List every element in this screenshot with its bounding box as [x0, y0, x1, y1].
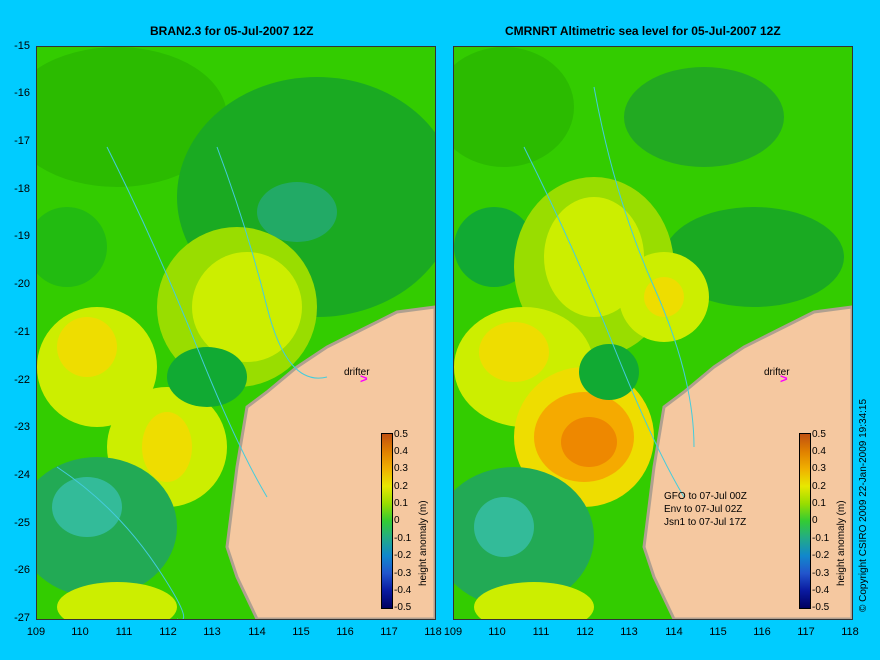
y-tick: -16 — [14, 87, 30, 99]
colorbar-tick: -0.4 — [394, 585, 412, 596]
x-tick: 117 — [380, 626, 398, 638]
y-tick: -26 — [14, 564, 30, 576]
x-tick: 118 — [424, 626, 442, 638]
x-tick: 110 — [71, 626, 89, 638]
x-tick: 115 — [292, 626, 310, 638]
y-tick: -24 — [14, 469, 30, 481]
colorbar-tick: 0.3 — [394, 463, 408, 474]
y-tick: -22 — [14, 374, 30, 386]
x-tick: 117 — [797, 626, 815, 638]
colorbar-tick: -0.4 — [812, 585, 830, 596]
x-tick: 118 — [841, 626, 859, 638]
colorbar-tick: 0.2 — [812, 481, 826, 492]
right-map-title: CMRNRT Altimetric sea level for 05-Jul-2… — [505, 24, 781, 38]
x-tick: 112 — [576, 626, 594, 638]
right-colorbar — [799, 433, 811, 609]
x-tick: 116 — [753, 626, 771, 638]
y-tick: -18 — [14, 183, 30, 195]
colorbar-tick: 0.5 — [812, 429, 826, 440]
colorbar-tick: -0.5 — [812, 602, 830, 613]
y-tick: -20 — [14, 278, 30, 290]
colorbar-tick: -0.2 — [394, 550, 412, 561]
x-tick: 116 — [336, 626, 354, 638]
y-tick: -23 — [14, 421, 30, 433]
x-tick: 114 — [248, 626, 266, 638]
right-drifter-arrow-icon: > — [780, 371, 788, 386]
y-tick: -25 — [14, 517, 30, 529]
colorbar-tick: 0 — [394, 515, 400, 526]
x-tick: 113 — [620, 626, 638, 638]
y-tick: -19 — [14, 230, 30, 242]
colorbar-tick: -0.1 — [394, 533, 412, 544]
left-map-panel — [36, 46, 436, 620]
satellite-note: GFO to 07-Jul 00Z — [664, 491, 747, 502]
left-colorbar — [381, 433, 393, 609]
left-sea-level-field — [37, 47, 435, 619]
x-tick: 113 — [203, 626, 221, 638]
y-tick: -15 — [14, 40, 30, 52]
left-drifter-arrow-icon: > — [360, 371, 368, 386]
x-tick: 110 — [488, 626, 506, 638]
colorbar-tick: -0.5 — [394, 602, 412, 613]
x-tick: 114 — [665, 626, 683, 638]
x-tick: 111 — [115, 626, 133, 638]
colorbar-tick: 0.4 — [812, 446, 826, 457]
colorbar-tick: 0.3 — [812, 463, 826, 474]
x-tick: 109 — [26, 626, 46, 638]
y-tick: -21 — [14, 326, 30, 338]
right-sea-level-field — [454, 47, 852, 619]
colorbar-tick: 0 — [812, 515, 818, 526]
satellite-note: Env to 07-Jul 02Z — [664, 504, 743, 515]
x-tick: 112 — [159, 626, 177, 638]
colorbar-tick: -0.2 — [812, 550, 830, 561]
colorbar-tick: -0.1 — [812, 533, 830, 544]
colorbar-tick: -0.3 — [812, 568, 830, 579]
colorbar-tick: -0.3 — [394, 568, 412, 579]
right-drifter-label: drifter — [764, 367, 790, 378]
x-tick: 111 — [532, 626, 550, 638]
right-colorbar-label: height anomaly (m) — [836, 500, 847, 586]
right-map-panel — [453, 46, 853, 620]
colorbar-tick: 0.1 — [394, 498, 408, 509]
colorbar-tick: 0.2 — [394, 481, 408, 492]
y-tick: -17 — [14, 135, 30, 147]
satellite-note: Jsn1 to 07-Jul 17Z — [664, 517, 747, 528]
left-map-title: BRAN2.3 for 05-Jul-2007 12Z — [150, 24, 314, 38]
colorbar-tick: 0.4 — [394, 446, 408, 457]
x-tick: 115 — [709, 626, 727, 638]
y-tick: -27 — [14, 612, 30, 624]
colorbar-tick: 0.1 — [812, 498, 826, 509]
colorbar-tick: 0.5 — [394, 429, 408, 440]
x-tick: 109 — [443, 626, 463, 638]
left-drifter-label: drifter — [344, 367, 370, 378]
left-colorbar-label: height anomaly (m) — [418, 500, 429, 586]
copyright-text: © Copyright CSIRO 2009 22-Jan-2009 19:34… — [858, 398, 869, 612]
